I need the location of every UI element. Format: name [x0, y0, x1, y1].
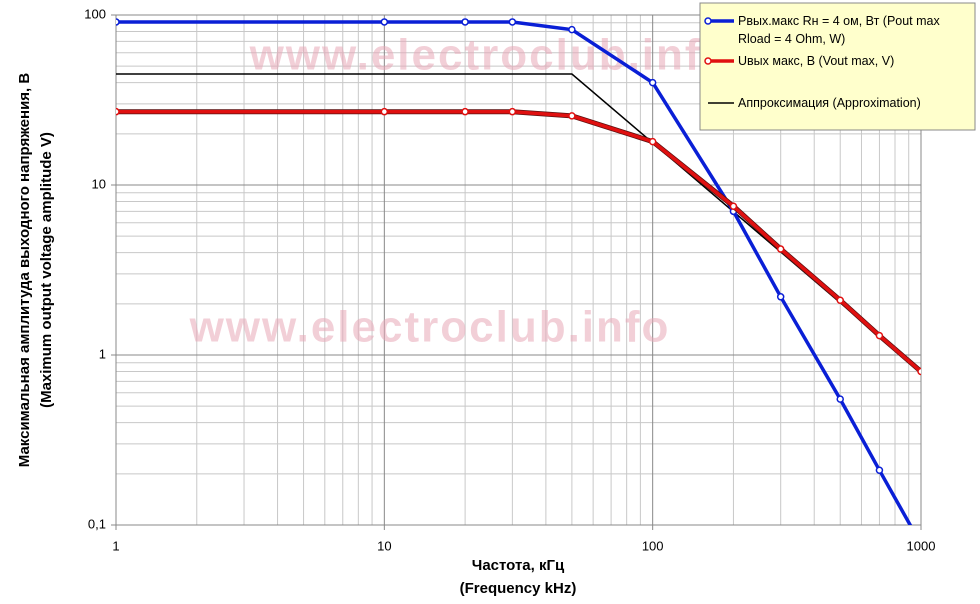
y-tick-label: 10	[92, 176, 106, 191]
y-tick-label: 100	[84, 6, 106, 21]
y-axis-title: Максимальная амплитуда выходного напряже…	[16, 73, 33, 468]
x-tick-label: 1	[112, 538, 119, 553]
marker	[461, 18, 469, 26]
legend-entry-box: Uвых макс, В (Vout max, V)	[738, 54, 895, 68]
marker	[729, 202, 738, 210]
marker	[568, 25, 576, 34]
marker	[648, 78, 657, 87]
x-axis-title: (Frequency kHz)	[460, 580, 577, 597]
marker	[508, 107, 517, 116]
marker	[648, 137, 657, 146]
marker	[380, 107, 389, 116]
x-tick-label: 10	[377, 538, 391, 553]
y-axis-title: (Maximum output voltage amplitude V)	[38, 132, 55, 408]
watermark: www.electroclub.info	[189, 303, 671, 352]
marker	[875, 466, 884, 474]
marker	[568, 112, 576, 120]
marker	[875, 331, 884, 340]
marker	[508, 18, 517, 26]
marker	[776, 293, 785, 301]
legend-box	[699, 2, 976, 131]
marker	[116, 18, 120, 26]
marker	[836, 395, 844, 403]
x-axis-title: Частота, кГц	[472, 557, 565, 574]
legend-label: Аппроксимация (Approximation)	[738, 96, 921, 110]
x-tick-label: 100	[642, 538, 664, 553]
marker	[380, 18, 389, 26]
y-tick-label: 0,1	[88, 516, 106, 531]
marker	[776, 245, 785, 253]
legend-label: Uвых макс, В (Vout max, V)	[738, 54, 895, 68]
marker	[917, 367, 921, 376]
legend-marker	[704, 17, 712, 25]
marker	[116, 107, 120, 116]
plot-area	[116, 18, 921, 525]
marker	[836, 296, 844, 304]
marker	[461, 107, 469, 116]
legend-entry-box: Аппроксимация (Approximation)	[738, 96, 921, 110]
legend-entry-box: Рвых.макс Rн = 4 ом, Вт (Pout max Rload …	[738, 14, 940, 46]
plot-frame	[115, 14, 922, 526]
legend-marker	[704, 57, 712, 65]
legend-label: Рвых.макс Rн = 4 ом, Вт (Pout max Rload …	[738, 14, 940, 46]
y-tick-label: 1	[99, 346, 106, 361]
watermark: www.electroclub.info	[249, 31, 731, 80]
x-tick-label: 1000	[907, 538, 936, 553]
